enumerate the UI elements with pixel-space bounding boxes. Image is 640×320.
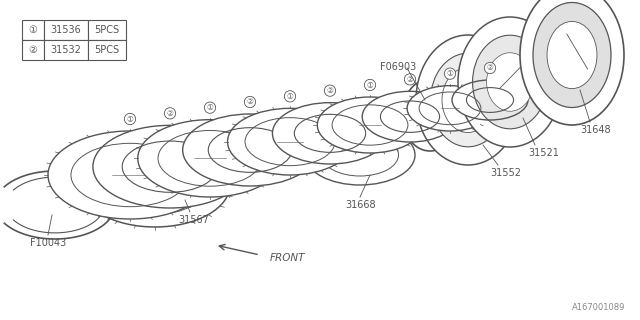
Text: 31552: 31552 (490, 168, 521, 178)
Ellipse shape (472, 35, 547, 129)
Text: ②: ② (326, 86, 333, 95)
Text: F10043: F10043 (30, 238, 67, 248)
FancyBboxPatch shape (22, 40, 44, 60)
Ellipse shape (486, 53, 533, 111)
Text: 31648: 31648 (580, 125, 611, 135)
Text: 5PCS: 5PCS (95, 25, 120, 35)
Ellipse shape (547, 21, 597, 89)
Ellipse shape (442, 68, 494, 132)
Text: 31536: 31536 (51, 25, 81, 35)
Text: ①: ① (207, 103, 213, 112)
Text: ①: ① (287, 92, 293, 101)
Text: ①: ① (367, 81, 373, 90)
Ellipse shape (362, 91, 458, 142)
Ellipse shape (273, 103, 388, 164)
Text: FRONT: FRONT (270, 253, 305, 263)
Text: 31668: 31668 (345, 200, 376, 210)
Ellipse shape (305, 125, 415, 185)
Ellipse shape (452, 80, 528, 120)
Text: A167001089: A167001089 (572, 303, 625, 312)
Text: ②: ② (486, 63, 493, 73)
Ellipse shape (416, 35, 520, 165)
Text: 31521: 31521 (528, 148, 559, 158)
Text: ②: ② (246, 98, 253, 107)
FancyBboxPatch shape (22, 20, 44, 40)
Text: ②: ② (29, 45, 37, 55)
Ellipse shape (80, 143, 230, 227)
Text: 31532: 31532 (51, 45, 81, 55)
Text: ①: ① (29, 25, 37, 35)
Ellipse shape (520, 0, 624, 125)
Text: ①: ① (127, 115, 133, 124)
Text: 5PCS: 5PCS (95, 45, 120, 55)
Ellipse shape (407, 86, 493, 131)
Ellipse shape (182, 114, 317, 186)
Text: ①: ① (447, 69, 453, 78)
Ellipse shape (458, 17, 562, 147)
Text: F06903: F06903 (380, 62, 416, 72)
Ellipse shape (48, 131, 212, 219)
Text: ②: ② (406, 75, 413, 84)
FancyBboxPatch shape (88, 40, 126, 60)
Ellipse shape (138, 120, 282, 197)
Ellipse shape (93, 125, 247, 208)
Ellipse shape (228, 108, 353, 175)
FancyBboxPatch shape (44, 20, 88, 40)
Ellipse shape (431, 53, 506, 147)
Text: 31567: 31567 (178, 215, 209, 225)
Ellipse shape (533, 3, 611, 108)
FancyBboxPatch shape (44, 40, 88, 60)
FancyBboxPatch shape (88, 20, 126, 40)
Ellipse shape (317, 97, 422, 153)
Text: ②: ② (166, 109, 173, 118)
